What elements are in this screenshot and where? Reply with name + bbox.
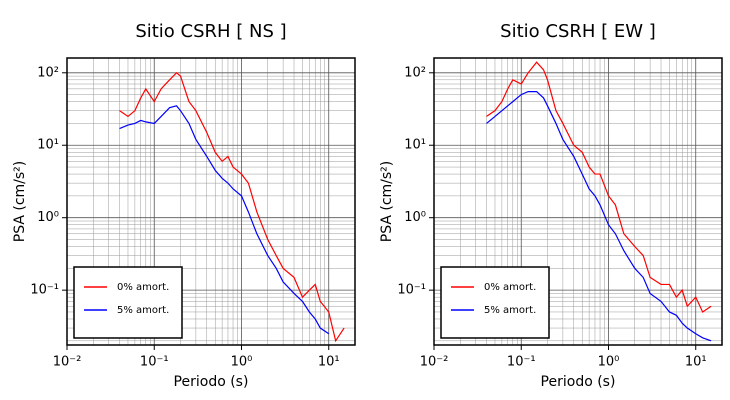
legend-label: 0% amort.	[117, 282, 169, 293]
y-axis-label: PSA (cm/s²)	[12, 161, 28, 243]
y-axis-label: PSA (cm/s²)	[379, 161, 395, 243]
legend-label: 0% amort.	[484, 282, 536, 293]
x-tick-label: 10⁻²	[53, 355, 82, 370]
plot-frame	[66, 57, 356, 346]
x-tick-label: 10⁻²	[420, 355, 449, 370]
legend-box	[73, 266, 183, 339]
data-line	[486, 91, 712, 342]
y-tick-label: 10⁰	[404, 210, 426, 225]
legend-label: 5% amort.	[117, 305, 169, 316]
data-line	[119, 71, 345, 343]
chart-panel: 10⁻² 10⁻¹ 10⁰ 10¹ 10⁻¹ 10⁰ 10¹ 10² Sitio CSRH [ …	[379, 21, 723, 390]
y-tick-label: 10²	[37, 65, 59, 80]
x-tick-label: 10¹	[685, 355, 707, 370]
chart-title: Sitio CSRH [ NS ]	[135, 21, 286, 42]
x-tick-label: 10⁰	[598, 355, 620, 370]
x-tick-label: 10⁻¹	[507, 355, 536, 370]
y-tick-label: 10¹	[404, 138, 426, 153]
legend-box	[440, 266, 550, 339]
y-tick-label: 10¹	[37, 138, 59, 153]
y-tick-label: 10⁰	[37, 210, 59, 225]
data-line	[119, 105, 330, 335]
plot-frame	[433, 57, 723, 346]
y-tick-label: 10⁻¹	[30, 283, 59, 298]
data-line	[486, 61, 712, 313]
x-axis-label: Periodo (s)	[174, 374, 249, 390]
y-tick-label: 10²	[404, 65, 426, 80]
chart-title: Sitio CSRH [ EW ]	[500, 21, 656, 42]
x-tick-label: 10¹	[318, 355, 340, 370]
y-tick-label: 10⁻¹	[397, 283, 426, 298]
chart-panel: 10⁻² 10⁻¹ 10⁰ 10¹ 10⁻¹ 10⁰ 10¹ 10² Sitio CSRH [ …	[12, 21, 356, 390]
x-axis-label: Periodo (s)	[541, 374, 616, 390]
x-tick-label: 10⁻¹	[140, 355, 169, 370]
legend-label: 5% amort.	[484, 305, 536, 316]
x-tick-label: 10⁰	[231, 355, 253, 370]
